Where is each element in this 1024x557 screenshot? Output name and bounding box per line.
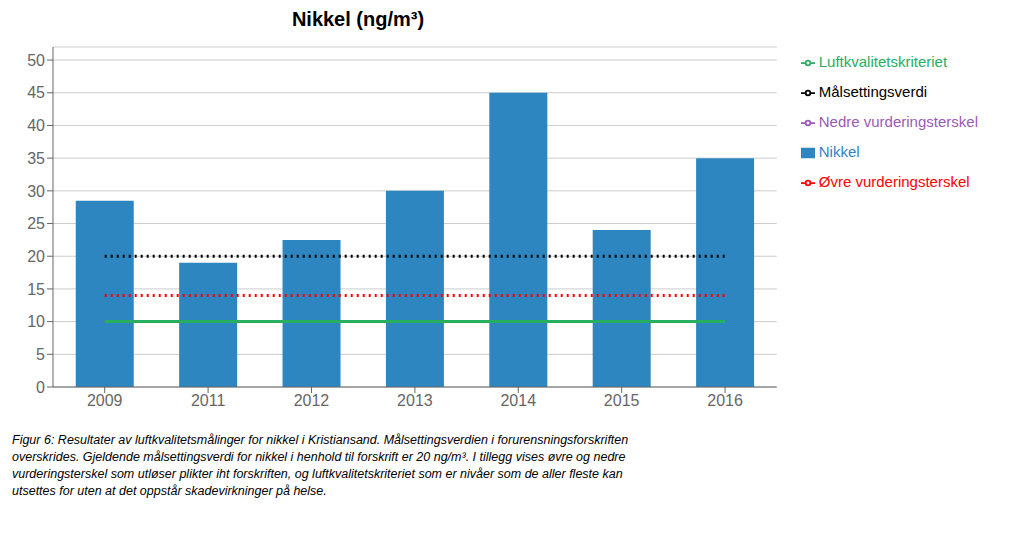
svg-text:40: 40	[27, 117, 45, 134]
svg-text:2015: 2015	[604, 392, 640, 409]
svg-text:2016: 2016	[707, 392, 743, 409]
svg-text:5: 5	[36, 346, 45, 363]
html-text:Luftkvalitetskriteriet: Luftkvalitetskriteriet	[818, 53, 948, 70]
svg-text:2009: 2009	[87, 392, 123, 409]
svg-text:2012: 2012	[294, 392, 330, 409]
svg-text:0: 0	[36, 379, 45, 396]
svg-text:35: 35	[27, 150, 45, 167]
svg-text:2013: 2013	[397, 392, 433, 409]
svg-text:2014: 2014	[500, 392, 536, 409]
html-text:Nedre vurderingsterskel: Nedre vurderingsterskel	[818, 113, 978, 130]
html-text:Nikkel: Nikkel	[818, 143, 860, 160]
svg-text:50: 50	[27, 52, 45, 69]
svg-text:25: 25	[27, 215, 45, 232]
html-text:Målsettingsverdi: Målsettingsverdi	[818, 83, 928, 100]
html-text:Øvre vurderingsterskel: Øvre vurderingsterskel	[818, 173, 970, 190]
svg-text:20: 20	[27, 248, 45, 265]
svg-text:2011: 2011	[191, 392, 226, 409]
svg-text:10: 10	[27, 313, 45, 330]
html-text:Nikkel (ng/m³): Nikkel (ng/m³)	[291, 8, 425, 30]
svg-text:30: 30	[27, 183, 45, 200]
svg-text:45: 45	[27, 84, 45, 101]
svg-text:15: 15	[27, 281, 45, 298]
html-text:Figur 6: Resultater av luftkva: Figur 6: Resultater av luftkvalitetsmåli…	[12, 433, 629, 498]
